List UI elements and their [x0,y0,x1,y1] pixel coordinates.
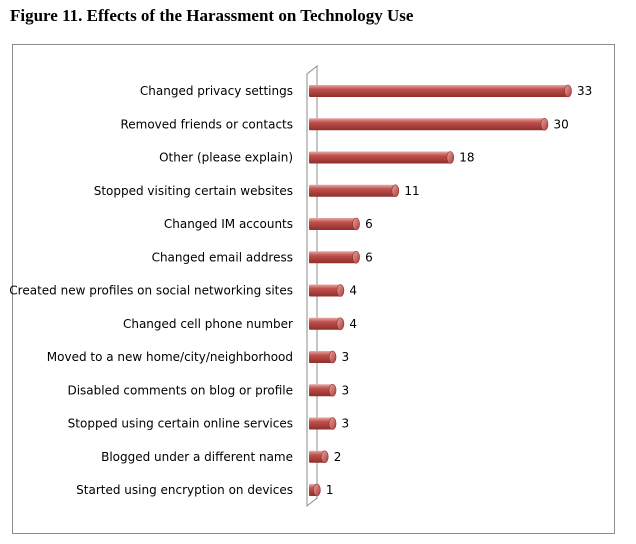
bar [309,384,333,397]
category-label: Removed friends or contacts [120,117,293,131]
bar [309,218,357,230]
bar [309,317,341,330]
value-label: 33 [577,84,592,98]
category-label: Moved to a new home/city/neighborhood [47,350,293,364]
bar-cap [540,117,549,131]
bar-cap [328,417,337,430]
bar-cap [446,151,455,164]
category-label: Changed cell phone number [123,317,293,331]
bar [309,184,396,197]
bar [309,417,333,430]
bar-cap [328,350,337,364]
category-label: Stopped visiting certain websites [94,184,293,198]
category-label: Changed privacy settings [140,84,293,98]
value-label: 3 [342,417,350,431]
value-label: 3 [342,350,350,364]
category-label: Stopped using certain online services [68,417,293,431]
category-label: Disabled comments on blog or profile [67,383,293,397]
category-label: Other (please explain) [159,151,293,165]
bar [309,284,341,297]
value-label: 3 [342,383,350,397]
value-label: 30 [553,117,568,131]
category-label: Changed IM accounts [164,217,293,231]
chart-frame [12,44,615,534]
category-label: Blogged under a different name [101,450,293,464]
bar-cap [352,217,360,231]
bar-cap [313,483,321,497]
bar-cap [328,383,337,397]
value-label: 1 [326,483,334,497]
bar-cap [336,284,345,297]
category-label: Started using encryption on devices [76,483,293,497]
value-label: 4 [349,284,357,298]
value-label: 2 [334,450,342,464]
value-label: 6 [365,250,373,264]
category-label: Changed email address [152,250,293,264]
value-label: 4 [349,317,357,331]
bar-cap [352,250,360,264]
bar [309,450,325,463]
value-label: 11 [404,184,419,198]
bar [309,251,357,264]
figure-title: Figure 11. Effects of the Harassment on … [10,6,414,25]
value-label: 18 [459,151,474,165]
bar [309,151,451,164]
bar [309,351,333,363]
value-label: 6 [365,217,373,231]
bar [309,118,545,131]
category-label: Created new profiles on social networkin… [9,284,293,298]
bar-cap [391,184,400,198]
bar [309,85,568,97]
bar-cap [564,84,572,98]
bar-cap [336,317,345,331]
bar-cap [320,450,329,464]
